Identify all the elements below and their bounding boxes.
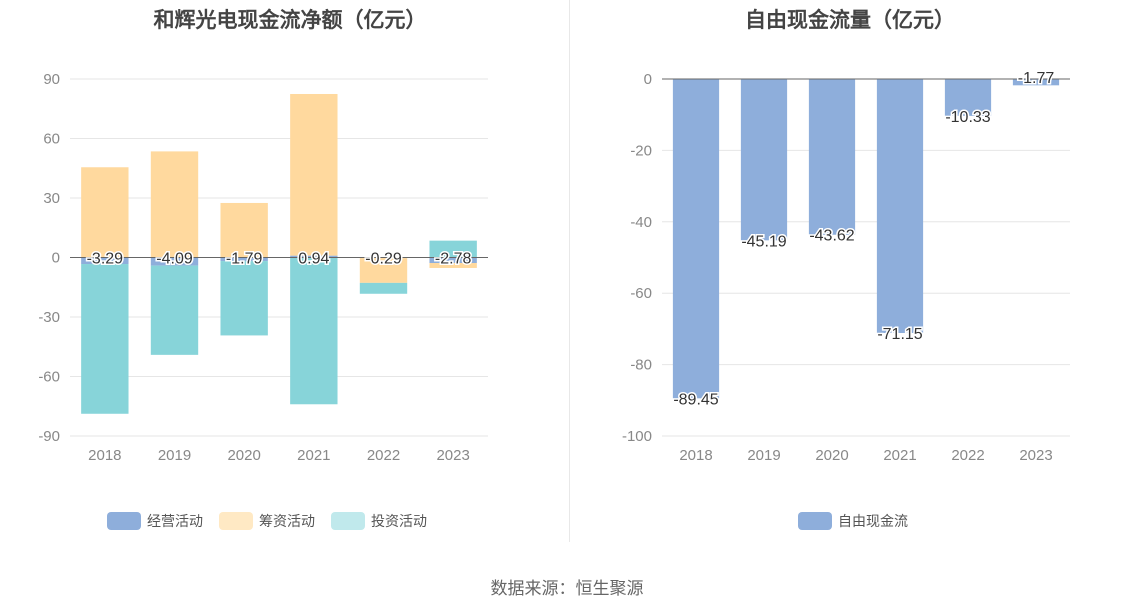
y-tick-label: -40 — [630, 214, 652, 231]
bar-investing — [150, 265, 199, 355]
legend-label-financing: 筹资活动 — [259, 513, 315, 529]
legend-item-financing[interactable]: 筹资活动 — [219, 511, 315, 531]
bar-financing — [429, 263, 477, 268]
y-tick-label: -60 — [630, 285, 652, 302]
x-tick-label: 2018 — [679, 447, 712, 464]
data-label: -89.45 — [673, 391, 718, 408]
bar-free-cash-flow — [672, 79, 720, 399]
bar-operating — [220, 257, 268, 262]
right-legend: 自由现金流 — [798, 511, 908, 531]
y-tick-label: -30 — [38, 309, 60, 326]
bar-financing — [359, 258, 408, 283]
x-tick-label: 2020 — [227, 447, 260, 464]
legend-item-free-cash-flow[interactable]: 自由现金流 — [798, 511, 908, 531]
x-tick-label: 2019 — [747, 447, 780, 464]
bar-investing — [220, 261, 268, 336]
bar-investing — [429, 240, 477, 258]
bar-financing — [220, 202, 268, 258]
bar-financing — [290, 93, 338, 256]
bar-operating — [81, 257, 129, 265]
y-tick-label: -80 — [630, 357, 652, 374]
bar-investing — [81, 264, 129, 414]
x-tick-label: 2022 — [951, 447, 984, 464]
data-label: -0.29 — [365, 251, 402, 268]
left-legend: 经营活动 筹资活动 投资活动 — [107, 511, 427, 531]
y-tick-label: 0 — [52, 250, 60, 267]
x-tick-label: 2023 — [1019, 447, 1052, 464]
y-tick-label: 60 — [43, 131, 60, 148]
bar-investing — [359, 282, 408, 294]
y-tick-label: -20 — [630, 142, 652, 159]
legend-item-investing[interactable]: 投资活动 — [331, 511, 427, 531]
cash-flow-net-chart: 90 60 30 0 -30 -60 -90 2018 2019 2020 2021 2022 2023… — [38, 71, 488, 464]
x-tick-label: 2023 — [436, 447, 469, 464]
y-tick-label: -60 — [38, 369, 60, 386]
legend-swatch-free-cash-flow — [798, 512, 832, 530]
y-tick-label: -90 — [38, 428, 60, 445]
x-tick-label: 2020 — [815, 447, 848, 464]
bar-free-cash-flow — [876, 79, 924, 334]
panel-divider — [569, 0, 570, 542]
data-label: -2.78 — [435, 251, 472, 268]
data-label: -1.77 — [1018, 70, 1055, 87]
legend-swatch-financing — [219, 512, 253, 530]
legend-label-operating: 经营活动 — [147, 513, 203, 529]
y-tick-label: 90 — [43, 71, 60, 88]
bar-free-cash-flow — [944, 79, 992, 116]
x-tick-label: 2021 — [883, 447, 916, 464]
x-tick-label: 2021 — [297, 447, 330, 464]
data-label: -71.15 — [877, 326, 922, 343]
x-tick-label: 2018 — [88, 447, 121, 464]
legend-swatch-investing — [331, 512, 365, 530]
y-tick-label: -100 — [622, 428, 652, 445]
x-tick-label: 2019 — [158, 447, 191, 464]
x-tick-label: 2022 — [367, 447, 400, 464]
data-label: -45.19 — [741, 233, 786, 250]
bar-investing — [290, 257, 338, 405]
data-source: 数据来源：恒生聚源 — [490, 579, 644, 598]
bar-operating — [429, 257, 477, 264]
data-label: -10.33 — [945, 109, 990, 126]
bar-free-cash-flow — [808, 79, 856, 235]
data-label: -43.62 — [809, 228, 854, 245]
free-cash-flow-chart: 0 -20 -40 -60 -80 -100 2018 2019 2020 2021 2022 202… — [622, 69, 1070, 464]
bar-financing — [150, 151, 199, 258]
y-tick-label: 30 — [43, 190, 60, 207]
legend-label-free-cash-flow: 自由现金流 — [838, 513, 908, 529]
bar-operating — [290, 255, 338, 258]
data-label: 0.94 — [298, 251, 329, 268]
right-chart-title: 自由现金流量（亿元） — [745, 9, 955, 32]
legend-label-investing: 投资活动 — [371, 513, 427, 529]
legend-swatch-operating — [107, 512, 141, 530]
bar-operating — [150, 257, 199, 266]
data-label: -3.29 — [87, 251, 124, 268]
data-label: -1.79 — [226, 251, 263, 268]
legend-item-operating[interactable]: 经营活动 — [107, 511, 203, 531]
bar-free-cash-flow — [1012, 79, 1060, 86]
bar-financing — [81, 167, 129, 258]
bar-free-cash-flow — [740, 79, 788, 241]
y-tick-label: 0 — [644, 71, 652, 88]
left-chart-title: 和辉光电现金流净额（亿元） — [153, 9, 427, 32]
data-label: -4.09 — [156, 251, 193, 268]
